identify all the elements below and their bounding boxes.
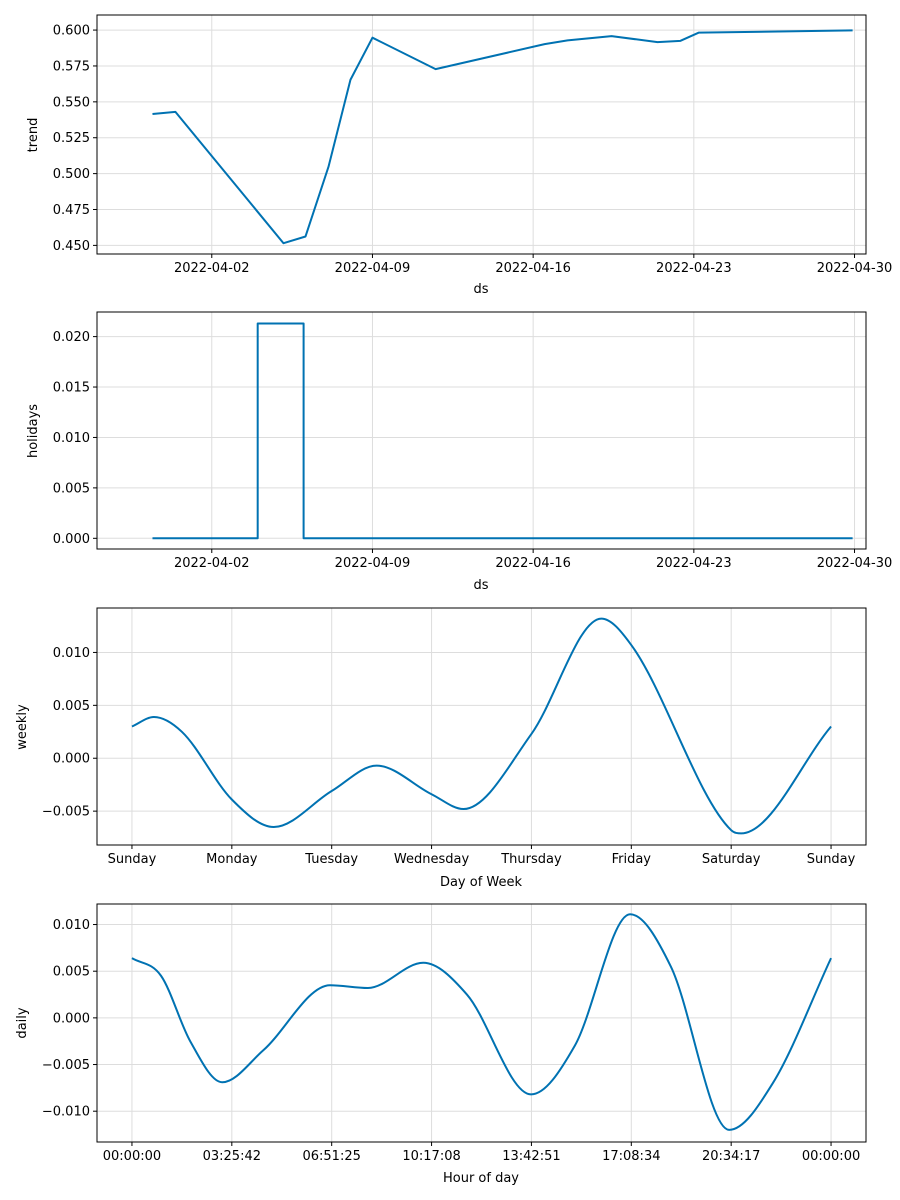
weekly-y-tick-label: −0.005 xyxy=(42,805,90,820)
holidays-y-tick-label: 0.010 xyxy=(53,431,90,446)
trend-y-tick-label: 0.475 xyxy=(53,203,90,218)
daily-x-tick-label: 03:25:42 xyxy=(203,1149,261,1164)
weekly-plot-frame xyxy=(96,607,867,846)
holidays-y-tick-label: 0.020 xyxy=(53,330,90,345)
weekly-x-tick-label: Monday xyxy=(206,852,258,867)
weekly-y-tick-label: 0.005 xyxy=(53,699,90,714)
holidays-x-axis-label: ds xyxy=(473,578,488,593)
holidays-grid xyxy=(97,312,866,549)
trend-line xyxy=(152,29,853,245)
weekly-x-tick-label: Saturday xyxy=(702,852,761,867)
weekly-panel: Sunday Monday Tuesday Wednesday Thursday Frid… xyxy=(15,607,867,890)
trend-axis-ticks: 2022-04-02 2022-04-09 2022-04-16 2022-04-23… xyxy=(53,24,893,276)
holidays-y-axis-label: holidays xyxy=(26,404,41,458)
trend-x-tick-label: 2022-04-09 xyxy=(335,261,411,276)
weekly-x-tick-label: Wednesday xyxy=(394,852,470,867)
weekly-x-tick-label: Friday xyxy=(612,852,652,867)
weekly-x-tick-label: Sunday xyxy=(807,852,856,867)
daily-y-tick-label: 0.010 xyxy=(53,918,90,933)
daily-axis-ticks: 00:00:00 03:25:42 06:51:25 10:17:08 13:42:51… xyxy=(42,918,860,1164)
daily-y-tick-label: 0.005 xyxy=(53,965,90,980)
weekly-y-tick-label: 0.010 xyxy=(53,646,90,661)
trend-x-tick-label: 2022-04-02 xyxy=(174,261,250,276)
daily-x-tick-label: 06:51:25 xyxy=(302,1149,360,1164)
daily-x-tick-label: 13:42:51 xyxy=(502,1149,560,1164)
daily-x-tick-label: 10:17:08 xyxy=(402,1149,460,1164)
trend-x-tick-label: 2022-04-23 xyxy=(656,261,732,276)
holidays-x-tick-label: 2022-04-23 xyxy=(656,556,732,571)
trend-y-axis-label: trend xyxy=(26,118,41,153)
holidays-y-tick-label: 0.000 xyxy=(53,532,90,547)
trend-y-tick-label: 0.575 xyxy=(53,59,90,74)
weekly-x-tick-label: Sunday xyxy=(108,852,157,867)
weekly-x-axis-label: Day of Week xyxy=(440,875,523,890)
holidays-x-tick-label: 2022-04-16 xyxy=(495,556,571,571)
weekly-grid xyxy=(97,608,866,845)
holidays-y-tick-label: 0.005 xyxy=(53,481,90,496)
daily-plot-frame xyxy=(96,903,867,1143)
weekly-y-tick-label: 0.000 xyxy=(53,752,90,767)
trend-grid xyxy=(97,15,866,254)
trend-y-tick-label: 0.525 xyxy=(53,131,90,146)
trend-plot-frame xyxy=(96,14,867,255)
trend-y-tick-label: 0.500 xyxy=(53,167,90,182)
trend-x-axis-label: ds xyxy=(473,282,488,297)
weekly-x-tick-label: Tuesday xyxy=(304,852,358,867)
daily-y-tick-label: −0.010 xyxy=(42,1105,90,1120)
weekly-x-tick-label: Thursday xyxy=(500,852,562,867)
weekly-y-axis-label: weekly xyxy=(15,704,30,750)
daily-x-axis-label: Hour of day xyxy=(443,1171,519,1186)
daily-x-tick-label: 17:08:34 xyxy=(602,1149,660,1164)
holidays-x-tick-label: 2022-04-30 xyxy=(817,556,893,571)
trend-y-tick-label: 0.550 xyxy=(53,95,90,110)
weekly-line xyxy=(131,617,832,835)
daily-x-tick-label: 00:00:00 xyxy=(103,1149,161,1164)
trend-y-tick-label: 0.450 xyxy=(53,239,90,254)
trend-panel: 2022-04-02 2022-04-09 2022-04-16 2022-04-23… xyxy=(26,14,893,297)
holidays-x-tick-label: 2022-04-02 xyxy=(174,556,250,571)
daily-y-axis-label: daily xyxy=(15,1007,30,1038)
weekly-axis-ticks: Sunday Monday Tuesday Wednesday Thursday Frid… xyxy=(42,646,856,867)
holidays-panel: 2022-04-02 2022-04-09 2022-04-16 2022-04-23… xyxy=(26,311,893,593)
daily-y-tick-label: −0.005 xyxy=(42,1058,90,1073)
trend-y-tick-label: 0.600 xyxy=(53,24,90,39)
daily-x-tick-label: 00:00:00 xyxy=(802,1149,860,1164)
daily-y-tick-label: 0.000 xyxy=(53,1011,90,1026)
trend-x-tick-label: 2022-04-30 xyxy=(817,261,893,276)
trend-x-tick-label: 2022-04-16 xyxy=(495,261,571,276)
holidays-plot-frame xyxy=(96,311,867,550)
daily-panel: 00:00:00 03:25:42 06:51:25 10:17:08 13:42:51… xyxy=(15,903,867,1186)
daily-x-tick-label: 20:34:17 xyxy=(702,1149,760,1164)
daily-line xyxy=(131,913,832,1131)
holidays-line xyxy=(152,322,853,540)
holidays-axis-ticks: 2022-04-02 2022-04-09 2022-04-16 2022-04-23… xyxy=(53,330,893,571)
holidays-y-tick-label: 0.015 xyxy=(53,381,90,396)
daily-grid xyxy=(97,904,866,1142)
holidays-x-tick-label: 2022-04-09 xyxy=(335,556,411,571)
